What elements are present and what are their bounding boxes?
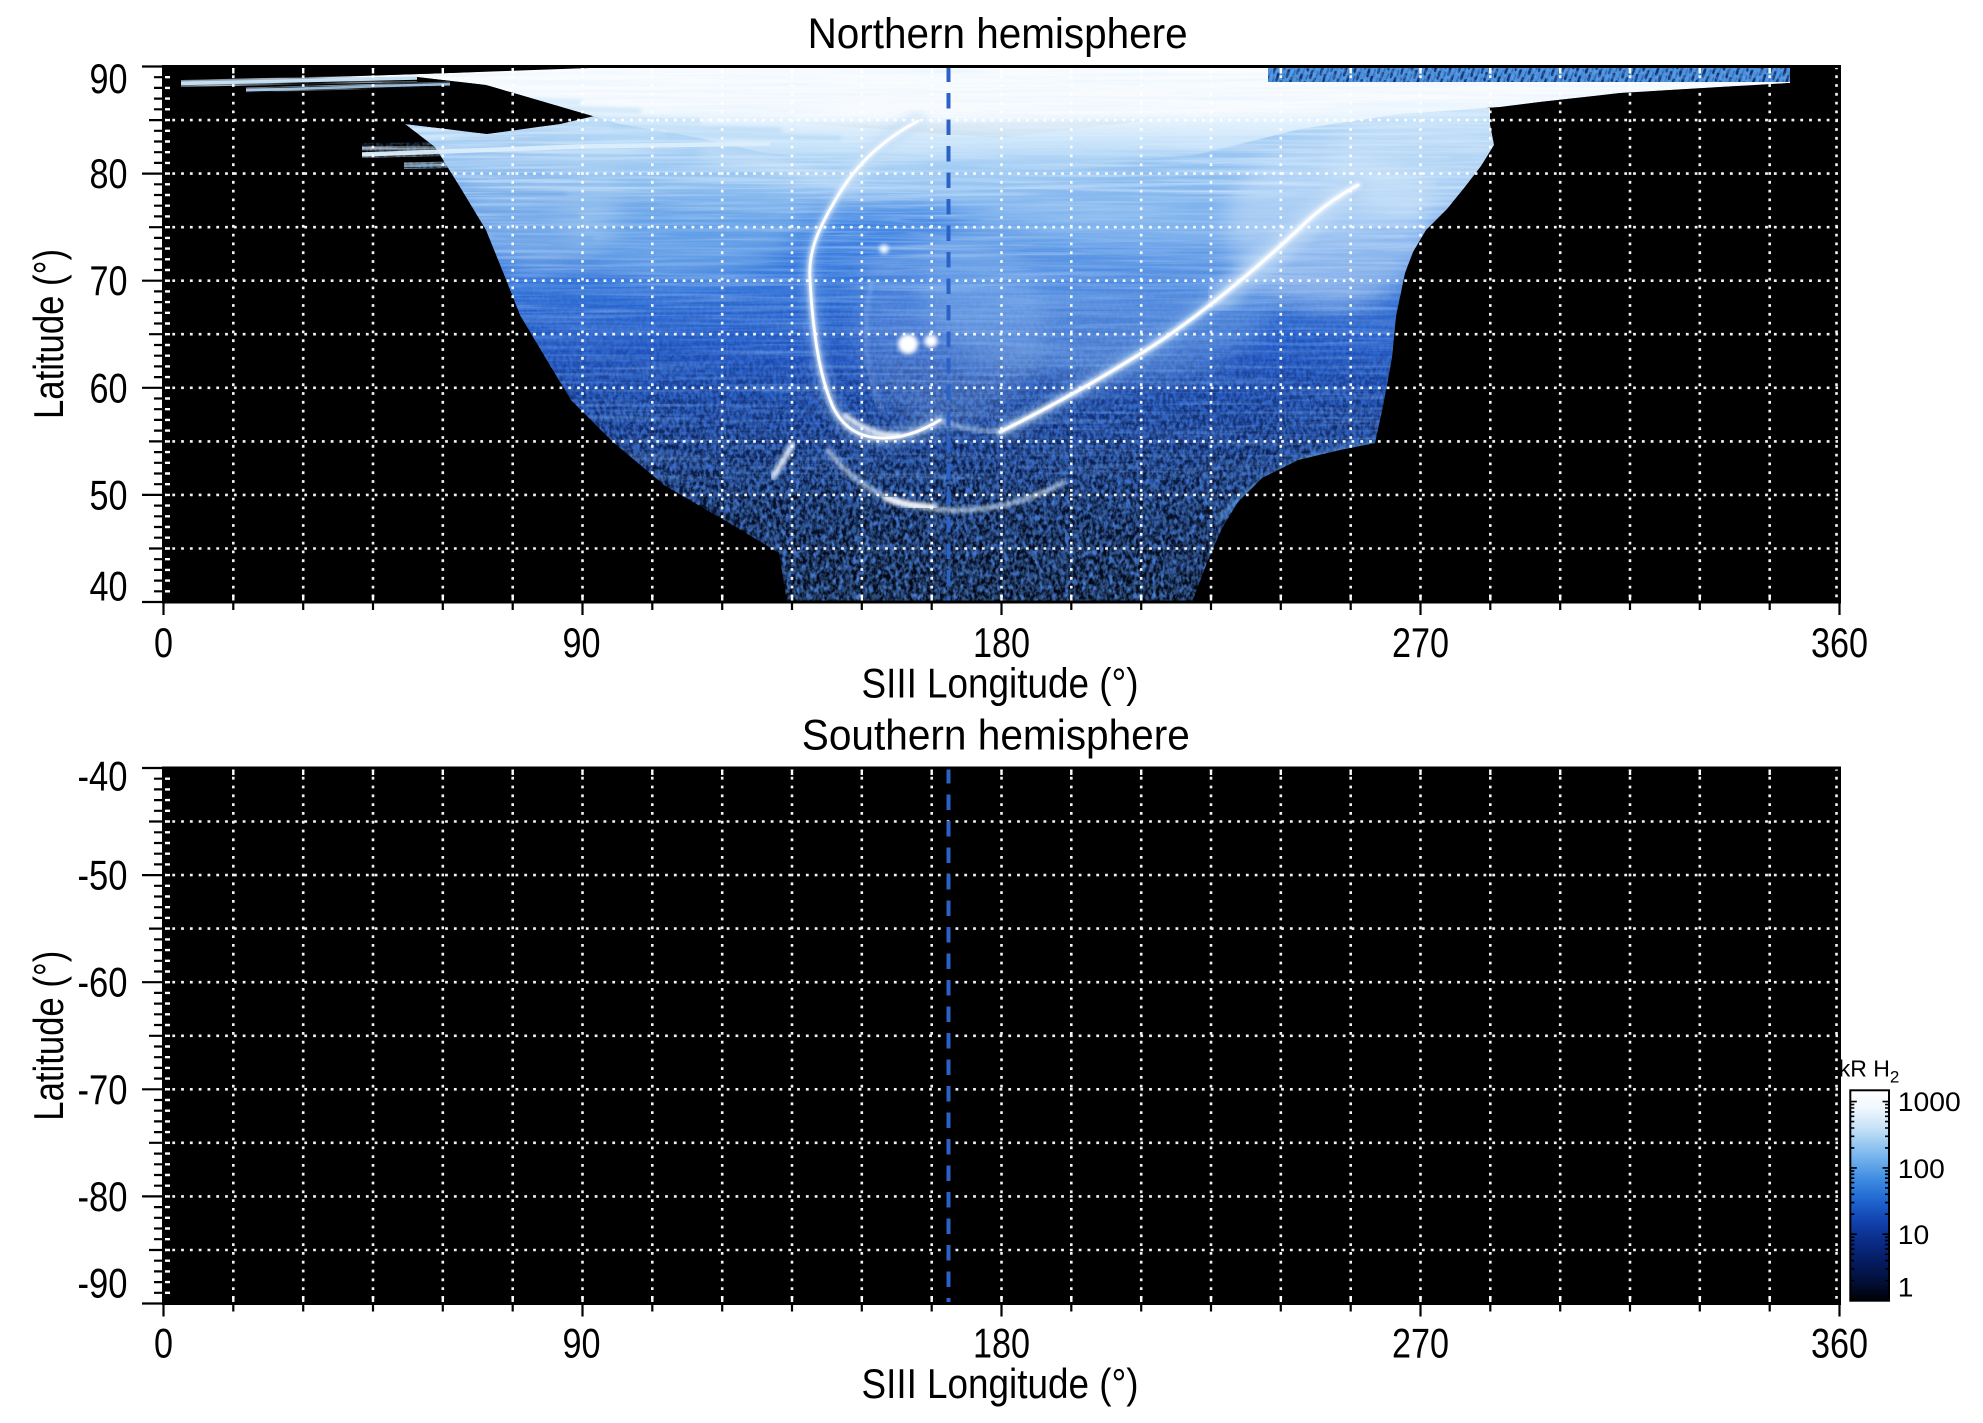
svg-text:Latitude (°): Latitude (°) — [25, 951, 72, 1121]
svg-text:Latitude (°): Latitude (°) — [25, 249, 72, 419]
svg-text:270: 270 — [1392, 1320, 1449, 1367]
svg-text:10: 10 — [1898, 1220, 1930, 1250]
svg-text:Northern hemisphere: Northern hemisphere — [808, 10, 1188, 58]
svg-text:-90: -90 — [78, 1260, 128, 1307]
svg-text:60: 60 — [90, 364, 128, 411]
svg-text:90: 90 — [563, 1320, 601, 1367]
svg-text:70: 70 — [90, 257, 128, 304]
svg-text:-40: -40 — [78, 753, 128, 800]
svg-text:0: 0 — [154, 1320, 173, 1367]
svg-text:-50: -50 — [78, 852, 128, 899]
svg-text:Southern hemisphere: Southern hemisphere — [802, 711, 1190, 759]
svg-text:40: 40 — [90, 563, 128, 610]
svg-text:270: 270 — [1392, 619, 1449, 666]
svg-text:180: 180 — [973, 619, 1030, 666]
svg-text:100: 100 — [1898, 1154, 1945, 1184]
svg-text:90: 90 — [90, 55, 128, 102]
svg-text:1: 1 — [1898, 1272, 1914, 1302]
svg-text:0: 0 — [154, 619, 173, 666]
svg-text:80: 80 — [90, 150, 128, 197]
svg-text:50: 50 — [90, 471, 128, 518]
svg-text:-60: -60 — [78, 959, 128, 1006]
svg-text:1000: 1000 — [1898, 1087, 1961, 1117]
svg-text:SIII Longitude (°): SIII Longitude (°) — [862, 1360, 1139, 1407]
svg-text:360: 360 — [1811, 619, 1868, 666]
svg-text:180: 180 — [973, 1320, 1030, 1367]
svg-text:360: 360 — [1811, 1320, 1868, 1367]
svg-text:SIII Longitude (°): SIII Longitude (°) — [862, 660, 1139, 707]
svg-text:kR H2: kR H2 — [1839, 1056, 1900, 1087]
svg-text:90: 90 — [563, 619, 601, 666]
svg-text:-80: -80 — [78, 1173, 128, 1220]
svg-text:-70: -70 — [78, 1066, 128, 1113]
